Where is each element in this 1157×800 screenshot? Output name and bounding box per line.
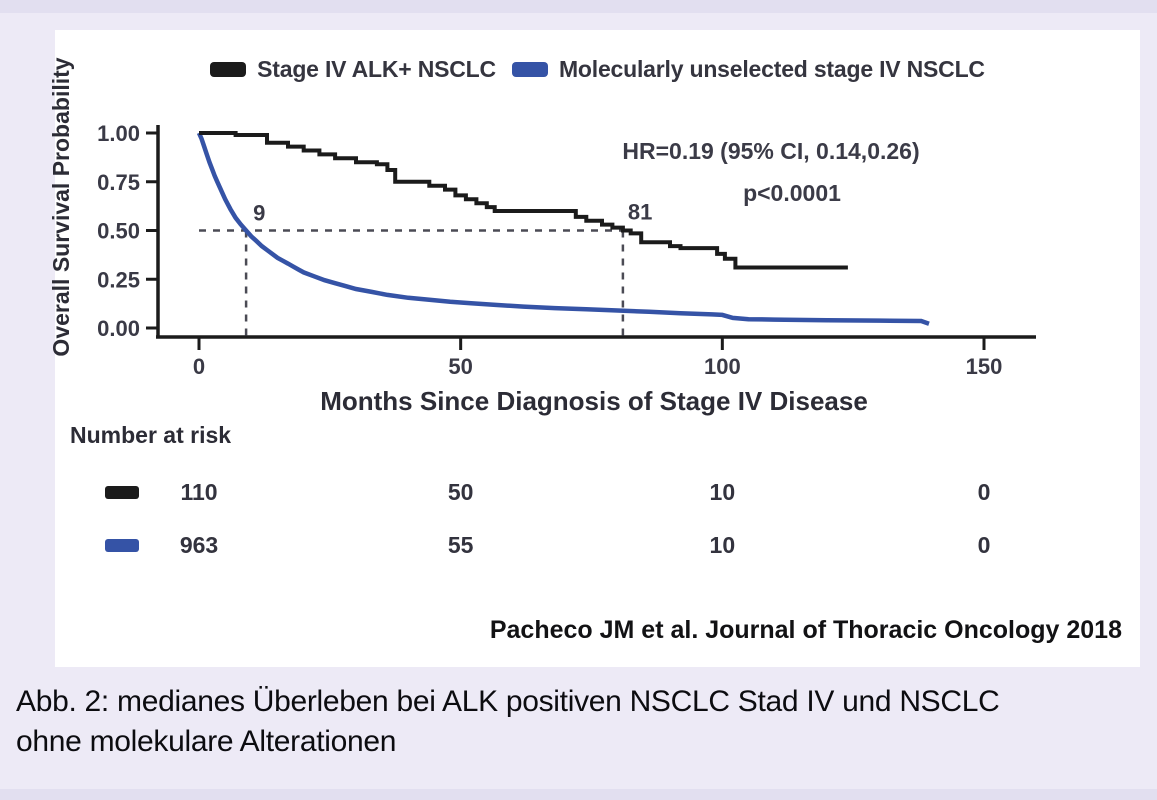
risk-value: 0 <box>977 479 991 505</box>
number-at-risk-label: Number at risk <box>70 422 232 448</box>
legend-item-alk: Stage IV ALK+ NSCLC <box>210 56 496 83</box>
legend-label-unselected: Molecularly unselected stage IV NSCLC <box>558 56 985 82</box>
survival-curve-black <box>199 131 848 270</box>
y-tick-label: 0.00 <box>97 316 140 341</box>
median-label-9: 9 <box>253 201 265 226</box>
x-axis-title: Months Since Diagnosis of Stage IV Disea… <box>320 386 868 416</box>
legend-swatch-blue <box>511 62 548 77</box>
risk-value: 0 <box>977 532 991 558</box>
risk-value: 10 <box>709 479 736 505</box>
figure-caption: Abb. 2: medianes Überleben bei ALK posit… <box>16 682 1106 762</box>
survival-curve-blue <box>196 132 930 326</box>
figure-caption-line2: ohne molekulare Alterationen <box>16 725 397 758</box>
citation: Pacheco JM et al. Journal of Thoracic On… <box>489 616 1122 644</box>
number-at-risk-table: 110 50 10 0 963 55 10 0 <box>55 30 1140 667</box>
x-tick-label: 50 <box>448 354 472 379</box>
risk-value: 55 <box>447 532 474 558</box>
median-label-81: 81 <box>628 200 652 225</box>
p-value-annotation: p<0.0001 <box>743 180 841 206</box>
risk-value: 50 <box>447 479 474 505</box>
legend-item-unselected: Molecularly unselected stage IV NSCLC <box>511 56 985 83</box>
risk-row-swatch <box>105 539 139 552</box>
risk-value: 110 <box>180 479 218 505</box>
bottom-border-strip <box>0 789 1157 800</box>
x-tick-label: 100 <box>704 354 741 379</box>
risk-value: 10 <box>709 532 736 558</box>
risk-value: 963 <box>179 532 219 558</box>
y-tick-label: 0.75 <box>97 170 140 195</box>
y-tick-label: 0.25 <box>97 267 140 292</box>
legend-label-alk: Stage IV ALK+ NSCLC <box>257 56 496 82</box>
y-tick-label: 1.00 <box>97 121 140 146</box>
figure-panel: 0.00 0.25 0.50 0.75 1.00 0 50 100 150 9 81 Stage I… <box>48 30 1140 667</box>
x-tick-label: 0 <box>193 354 205 379</box>
legend-swatch-black <box>210 62 247 77</box>
top-border-strip <box>0 0 1157 13</box>
x-tick-label: 150 <box>966 354 1003 379</box>
hazard-ratio-annotation: HR=0.19 (95% CI, 0.14,0.26) <box>622 138 920 164</box>
legend: Stage IV ALK+ NSCLC Molecularly unselect… <box>55 56 1140 83</box>
figure-caption-line1: Abb. 2: medianes Überleben bei ALK posit… <box>16 685 1000 718</box>
risk-row-swatch <box>105 486 139 499</box>
survival-plot: 0.00 0.25 0.50 0.75 1.00 0 50 100 150 9 81 <box>97 121 1036 379</box>
y-tick-label: 0.50 <box>97 219 140 244</box>
